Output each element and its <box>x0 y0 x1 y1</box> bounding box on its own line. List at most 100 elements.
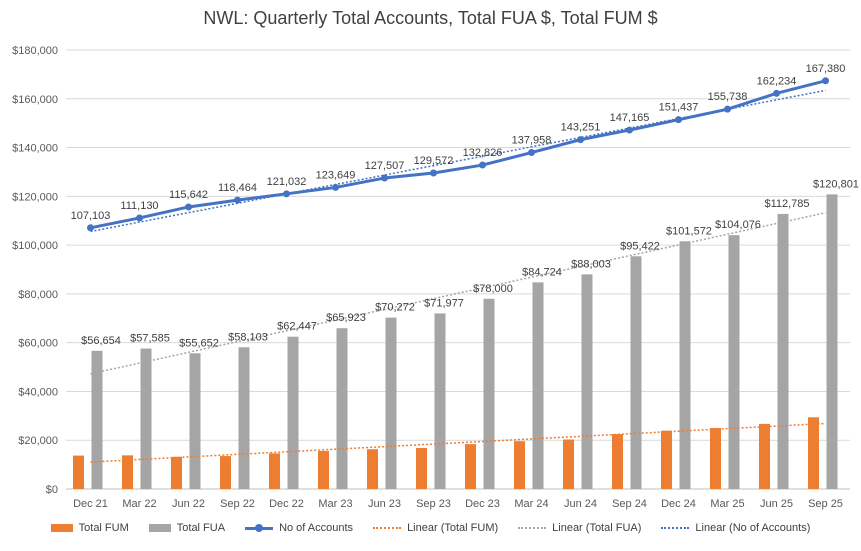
marker-accounts <box>283 190 290 198</box>
data-label-total-fua: $84,724 <box>522 266 562 278</box>
line-accounts <box>90 79 826 230</box>
y-tick-label: $60,000 <box>18 338 58 350</box>
bar-total-fum <box>661 430 672 489</box>
y-tick-label: $100,000 <box>12 240 58 252</box>
marker-accounts <box>822 77 829 85</box>
bar-total-fua <box>581 274 593 489</box>
data-label-accounts: 162,234 <box>757 75 797 87</box>
data-label-accounts: 132,826 <box>463 147 503 159</box>
x-tick-label: Sep 22 <box>220 498 255 510</box>
marker-accounts <box>381 174 388 182</box>
marker-accounts <box>87 224 94 232</box>
y-tick-label: $120,000 <box>12 191 58 203</box>
data-label-total-fua: $62,447 <box>277 321 317 333</box>
bar-total-fua <box>336 328 348 489</box>
legend-label-total-fum: Total FUM <box>78 522 129 534</box>
y-tick-label: $0 <box>46 484 58 496</box>
data-label-accounts: 143,251 <box>561 122 601 134</box>
legend-item-linear-fum: Linear (Total FUM) <box>373 522 498 534</box>
bar-total-fum <box>269 453 280 489</box>
data-label-total-fua: $56,654 <box>81 335 121 347</box>
bar-total-fua <box>91 350 103 489</box>
marker-accounts <box>185 203 192 211</box>
bar-total-fua <box>287 336 299 489</box>
legend-swatch-accounts <box>245 524 274 532</box>
x-tick-label: Sep 24 <box>612 498 647 510</box>
data-label-total-fua: $57,585 <box>130 333 170 345</box>
bar-total-fum <box>759 423 770 489</box>
marker-accounts <box>430 169 437 177</box>
legend-item-linear-accounts: Linear (No of Accounts) <box>661 522 810 534</box>
y-tick-label: $160,000 <box>12 94 58 106</box>
marker-accounts <box>577 136 584 144</box>
legend-label-total-fua: Total FUA <box>176 522 226 534</box>
legend-swatch-total-fua <box>148 524 171 532</box>
bar-total-fua <box>630 256 642 489</box>
data-label-accounts: 151,437 <box>659 102 699 114</box>
data-label-accounts: 111,130 <box>120 200 158 212</box>
data-label-total-fua: $88,003 <box>571 258 611 270</box>
data-label-total-fua: $112,785 <box>764 198 809 210</box>
marker-accounts <box>724 105 731 113</box>
trendline-total-fua <box>90 212 826 375</box>
bar-total-fum <box>808 417 819 489</box>
x-tick-label: Dec 24 <box>661 498 696 510</box>
legend-label-linear-fua: Linear (Total FUA) <box>552 522 642 534</box>
x-tick-label: Jun 23 <box>368 498 401 510</box>
data-label-accounts: 123,649 <box>316 169 356 181</box>
bar-total-fum <box>73 455 84 489</box>
x-tick-label: Jun 22 <box>172 498 205 510</box>
bar-total-fua <box>826 194 838 490</box>
marker-accounts <box>528 149 535 157</box>
bar-total-fum <box>416 448 427 489</box>
marker-accounts <box>773 89 780 97</box>
x-tick-label: Sep 23 <box>416 498 451 510</box>
legend-swatch-linear-accounts <box>661 527 690 529</box>
data-label-accounts: 167,380 <box>806 63 846 75</box>
marker-accounts <box>332 183 339 191</box>
data-label-total-fua: $65,923 <box>326 312 366 324</box>
x-tick-label: Mar 22 <box>122 498 156 510</box>
data-label-accounts: 121,032 <box>267 176 307 188</box>
data-label-total-fua: $120,801 <box>813 178 859 190</box>
bar-total-fum <box>612 434 623 489</box>
trendline-accounts <box>90 89 826 233</box>
marker-accounts <box>675 116 682 124</box>
data-label-total-fua: $58,103 <box>228 331 268 343</box>
data-label-accounts: 107,103 <box>71 210 111 222</box>
y-tick-label: $180,000 <box>12 45 58 57</box>
data-label-accounts: 127,507 <box>365 160 405 172</box>
x-tick-label: Mar 23 <box>318 498 352 510</box>
x-tick-label: Mar 25 <box>710 498 744 510</box>
bar-total-fum <box>465 444 476 489</box>
legend-label-linear-accounts: Linear (No of Accounts) <box>695 522 811 534</box>
bar-total-fum <box>367 449 378 489</box>
y-tick-label: $80,000 <box>18 289 58 301</box>
legend-item-total-fum: Total FUM <box>50 522 129 534</box>
bar-total-fum <box>318 450 329 489</box>
data-label-accounts: 118,464 <box>218 182 257 194</box>
bar-total-fua <box>777 213 789 489</box>
bar-total-fua <box>238 347 250 489</box>
x-tick-label: Mar 24 <box>514 498 548 510</box>
data-label-accounts: 137,958 <box>512 135 552 147</box>
legend-item-accounts: No of Accounts <box>245 522 353 534</box>
x-tick-label: Jun 24 <box>564 498 597 510</box>
bar-total-fua <box>679 241 691 489</box>
legend-swatch-total-fum <box>50 524 73 532</box>
bar-total-fum <box>514 441 525 489</box>
bar-total-fua <box>532 282 544 489</box>
marker-accounts <box>479 161 486 169</box>
x-tick-label: Dec 23 <box>465 498 500 510</box>
data-label-total-fua: $55,652 <box>179 337 219 349</box>
x-tick-label: Dec 22 <box>269 498 304 510</box>
bar-total-fum <box>122 455 133 489</box>
data-label-total-fua: $70,272 <box>375 302 415 314</box>
data-label-accounts: 155,738 <box>708 91 748 103</box>
x-tick-label: Jun 25 <box>760 498 793 510</box>
legend-swatch-linear-fua <box>518 527 547 529</box>
legend-item-total-fua: Total FUA <box>148 522 226 534</box>
bar-total-fum <box>220 456 231 489</box>
